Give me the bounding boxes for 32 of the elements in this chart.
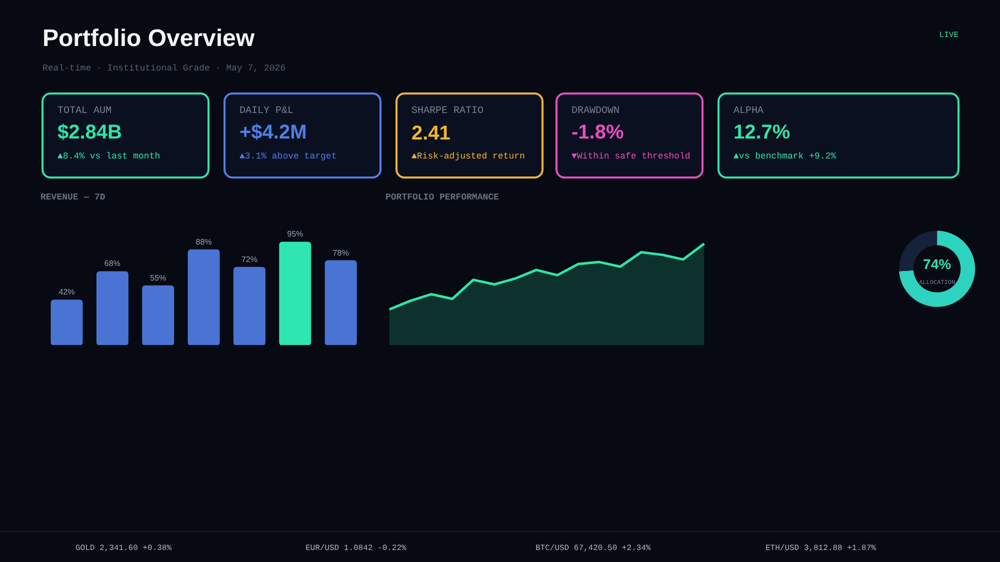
- text: -1.8%: [572, 122, 624, 144]
- text: LIVE: [939, 31, 959, 40]
- chart-title: REVENUE — 7D: [40, 192, 106, 202]
- text: +$4.2M: [240, 122, 307, 144]
- data-label: 55%: [150, 273, 166, 282]
- text: ▼Within safe threshold: [572, 152, 690, 162]
- text: ▲Risk-adjusted return: [412, 152, 525, 162]
- text: GOLD 2,341.60 +0.38%: [76, 544, 172, 553]
- data-label: 74%: [923, 256, 952, 272]
- text: Portfolio Overview: [42, 25, 255, 52]
- data-label: 72%: [241, 254, 258, 264]
- text: DAILY P&L: [240, 106, 294, 117]
- chart-title: PORTFOLIO PERFORMANCE: [386, 192, 500, 202]
- data-label: 88%: [196, 237, 212, 246]
- text: ALPHA: [734, 106, 764, 117]
- text: Real-time · Institutional Grade · May 7, 2026: [42, 64, 286, 74]
- data-label: 42%: [58, 288, 75, 297]
- text: SHARPE RATIO: [412, 106, 484, 117]
- text: ▲vs benchmark +9.2%: [734, 152, 837, 162]
- data-label: 95%: [287, 230, 304, 239]
- text: BTC/USD 67,420.50 +2.34%: [536, 544, 651, 553]
- text: EUR/USD 1.0842 -0.22%: [306, 544, 407, 553]
- data-label: 78%: [332, 248, 349, 258]
- text: DRAWDOWN: [572, 106, 620, 117]
- text: $2.84B: [58, 122, 122, 144]
- text: ▲3.1% above target: [240, 152, 337, 162]
- text: 12.7%: [734, 122, 790, 144]
- data-label: 68%: [104, 259, 120, 268]
- text: ETH/USD 3,812.88 +1.87%: [766, 544, 876, 553]
- text: 2.41: [412, 122, 450, 144]
- text: TOTAL AUM: [58, 106, 112, 117]
- text: ▲8.4% vs last month: [58, 152, 160, 162]
